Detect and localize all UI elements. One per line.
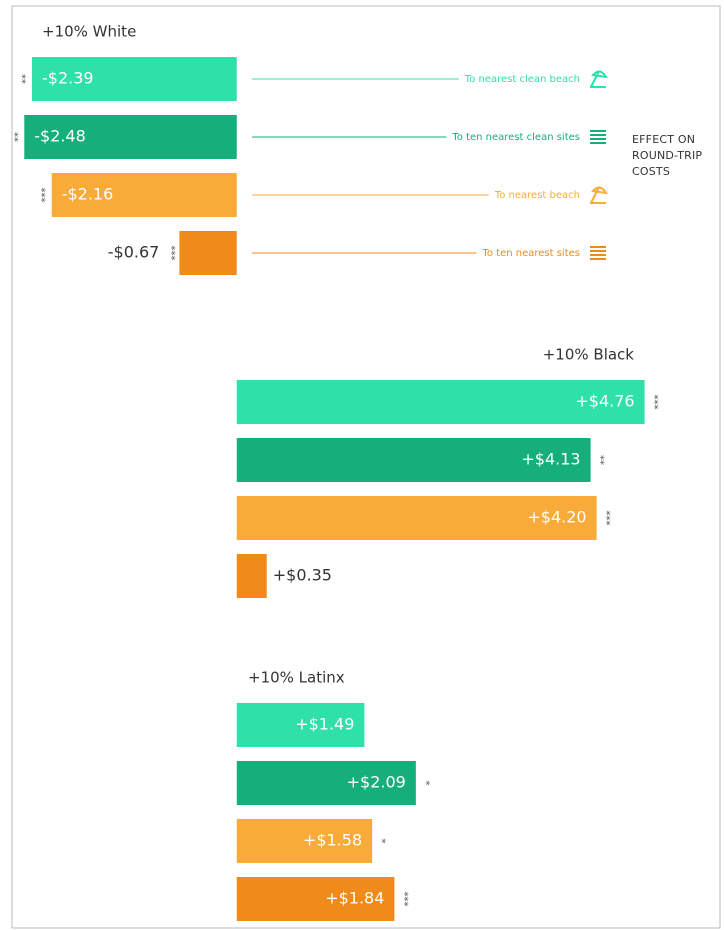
value-label: -$2.16 — [62, 185, 114, 204]
value-label: -$2.48 — [34, 127, 86, 146]
bar — [31, 57, 237, 101]
bar — [236, 380, 645, 424]
bar — [236, 438, 591, 482]
bar — [236, 554, 267, 598]
significance: * — [420, 781, 431, 786]
bar — [236, 819, 373, 863]
significance: ** — [16, 74, 27, 84]
significance: ** — [595, 455, 606, 465]
value-label: +$0.35 — [273, 566, 332, 585]
significance: * — [376, 839, 387, 844]
beach-icon — [590, 70, 608, 88]
value-label: +$4.76 — [575, 392, 634, 411]
bar — [51, 173, 237, 217]
value-label: +$1.58 — [303, 831, 362, 850]
significance: *** — [398, 892, 409, 907]
significance: *** — [165, 246, 176, 261]
value-label: -$0.67 — [108, 243, 160, 262]
significance: *** — [36, 188, 47, 203]
legend-label: To nearest beach — [494, 190, 580, 201]
bar — [179, 231, 237, 275]
beach-icon — [590, 186, 608, 204]
frame — [11, 5, 721, 929]
legend-label: To ten nearest sites — [481, 248, 580, 259]
significance: ** — [8, 132, 19, 142]
chart-title: EFFECT ON ROUND-TRIP COSTS — [632, 133, 703, 178]
bar — [236, 703, 365, 747]
value-label: +$1.84 — [325, 889, 384, 908]
bar — [236, 761, 416, 805]
group-label: +10% Latinx — [248, 669, 345, 687]
significance: *** — [649, 395, 660, 410]
value-label: +$1.49 — [295, 715, 354, 734]
value-label: -$2.39 — [42, 69, 94, 88]
group-label: +10% Black — [543, 346, 635, 364]
legend-label: To ten nearest clean sites — [451, 132, 580, 143]
significance: *** — [601, 511, 612, 526]
value-label: +$4.13 — [521, 450, 580, 469]
bar — [236, 496, 597, 540]
value-label: +$2.09 — [347, 773, 406, 792]
bar — [24, 115, 237, 159]
group-label: +10% White — [42, 23, 136, 41]
bar — [236, 877, 395, 921]
legend-label: To nearest clean beach — [464, 74, 580, 85]
value-label: +$4.20 — [527, 508, 586, 527]
